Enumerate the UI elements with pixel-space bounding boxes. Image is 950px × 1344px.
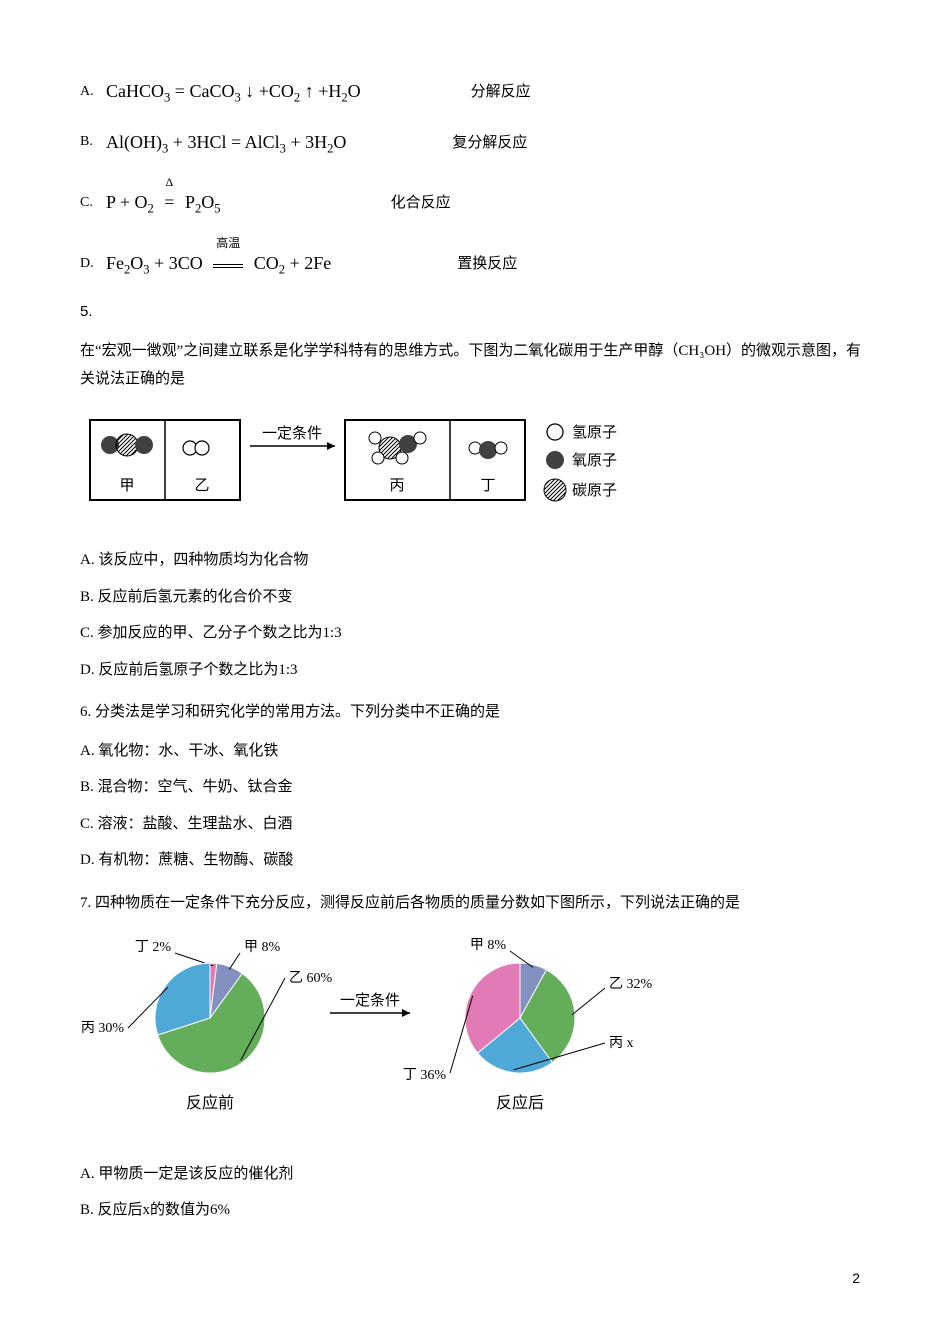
label-ding: 丁 bbox=[480, 478, 495, 494]
svg-text:反应前: 反应前 bbox=[186, 1093, 234, 1112]
page-number: 2 bbox=[80, 1265, 870, 1292]
q6-option-b: B. 混合物：空气、牛奶、钛合金 bbox=[80, 773, 870, 802]
svg-text:丁 36%: 丁 36% bbox=[403, 1068, 446, 1083]
svg-text:甲 8%: 甲 8% bbox=[244, 940, 280, 955]
q5-molecule-diagram: 甲 乙 一定条件 丙 丁 氢原子 氧原子 碳原子 bbox=[80, 410, 870, 531]
q5-intro: 在“宏观一徴观”之间建立联系是化学学科特有的思维方式。下图为二氧化碳用于生产甲醇… bbox=[80, 337, 870, 394]
eq-label: D. bbox=[80, 251, 106, 278]
label-yi: 乙 bbox=[194, 478, 209, 494]
q6-option-a: A. 氧化物：水、干冰、氧化铁 bbox=[80, 737, 870, 766]
label-bing: 丙 bbox=[389, 478, 404, 494]
q7-pie-charts: 丁 2% 甲 8% 乙 60% 丙 30% 反应前 一定条件 甲 8% 乙 32% 丙 x 丁 3… bbox=[80, 933, 870, 1144]
eq-type: 分解反应 bbox=[471, 78, 531, 107]
svg-text:一定条件: 一定条件 bbox=[340, 992, 400, 1009]
svg-text:甲 8%: 甲 8% bbox=[470, 938, 506, 953]
svg-text:丙 x: 丙 x bbox=[609, 1036, 634, 1051]
q5-option-b: B. 反应前后氢元素的化合价不变 bbox=[80, 583, 870, 612]
q6-option-d: D. 有机物：蔗糖、生物酶、碳酸 bbox=[80, 846, 870, 875]
eq-formula: P + O2 Δ= P2O5 bbox=[106, 185, 221, 222]
q6-line: 6. 分类法是学习和研究化学的常用方法。下列分类中不正确的是 bbox=[80, 698, 870, 727]
svg-text:乙 32%: 乙 32% bbox=[609, 976, 652, 992]
svg-text:反应后: 反应后 bbox=[496, 1093, 544, 1112]
equation-row-c: C. P + O2 Δ= P2O5 化合反应 bbox=[80, 185, 870, 222]
eq-formula: CaHCO3 = CaCO3 ↓ +CO2 ↑ +H2O bbox=[106, 74, 361, 111]
arrow-label: 一定条件 bbox=[262, 425, 322, 442]
q6-option-c: C. 溶液：盐酸、生理盐水、白酒 bbox=[80, 810, 870, 839]
svg-text:丙 30%: 丙 30% bbox=[81, 1021, 124, 1036]
q7-option-b: B. 反应后x的数值为6% bbox=[80, 1196, 870, 1225]
eq-label: B. bbox=[80, 129, 106, 156]
eq-label: A. bbox=[80, 79, 106, 106]
eq-type: 化合反应 bbox=[391, 189, 451, 218]
legend-o: 氧原子 bbox=[572, 452, 617, 469]
eq-formula: Fe2O3 + 3CO 高温 CO2 + 2Fe bbox=[106, 246, 331, 283]
equation-list: A. CaHCO3 = CaCO3 ↓ +CO2 ↑ +H2O 分解反应 B. … bbox=[80, 74, 870, 282]
equation-row-d: D. Fe2O3 + 3CO 高温 CO2 + 2Fe 置换反应 bbox=[80, 246, 870, 283]
equation-row-b: B. Al(OH)3 + 3HCl = AlCl3 + 3H2O 复分解反应 bbox=[80, 125, 870, 162]
legend-h: 氢原子 bbox=[572, 424, 617, 441]
label-jia: 甲 bbox=[119, 478, 134, 494]
q5-option-d: D. 反应前后氢原子个数之比为1:3 bbox=[80, 656, 870, 685]
equation-row-a: A. CaHCO3 = CaCO3 ↓ +CO2 ↑ +H2O 分解反应 bbox=[80, 74, 870, 111]
svg-text:乙 60%: 乙 60% bbox=[289, 970, 332, 986]
eq-label: C. bbox=[80, 190, 106, 217]
q5-option-c: C. 参加反应的甲、乙分子个数之比为1:3 bbox=[80, 619, 870, 648]
q7-line: 7. 四种物质在一定条件下充分反应，测得反应前后各物质的质量分数如下图所示，下列… bbox=[80, 889, 870, 918]
svg-text:丁 2%: 丁 2% bbox=[135, 940, 171, 955]
legend-c: 碳原子 bbox=[572, 482, 617, 499]
q5-option-a: A. 该反应中，四种物质均为化合物 bbox=[80, 546, 870, 575]
eq-formula: Al(OH)3 + 3HCl = AlCl3 + 3H2O bbox=[106, 125, 346, 162]
q7-option-a: A. 甲物质一定是该反应的催化剂 bbox=[80, 1160, 870, 1189]
eq-type: 置换反应 bbox=[457, 250, 517, 279]
eq-type: 复分解反应 bbox=[452, 129, 527, 158]
question-number-5: 5. bbox=[80, 298, 870, 327]
